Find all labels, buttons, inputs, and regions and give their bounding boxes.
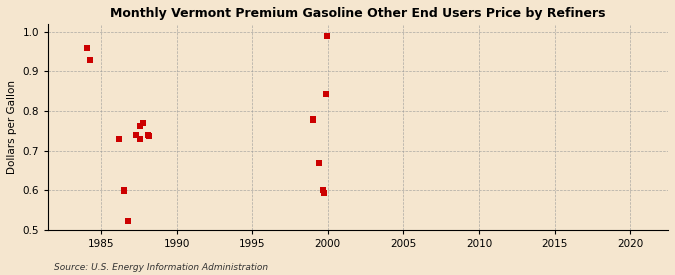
Point — [313, 161, 324, 166]
Point — [138, 121, 148, 125]
Point — [118, 188, 129, 192]
Y-axis label: Dollars per Gallon: Dollars per Gallon — [7, 80, 17, 174]
Point — [113, 136, 124, 141]
Point — [142, 133, 153, 137]
Point — [135, 124, 146, 128]
Text: Source: U.S. Energy Information Administration: Source: U.S. Energy Information Administ… — [54, 263, 268, 272]
Point — [130, 133, 141, 137]
Point — [119, 189, 130, 194]
Point — [308, 118, 319, 122]
Title: Monthly Vermont Premium Gasoline Other End Users Price by Refiners: Monthly Vermont Premium Gasoline Other E… — [110, 7, 605, 20]
Point — [143, 134, 154, 139]
Point — [85, 57, 96, 62]
Point — [318, 188, 329, 192]
Point — [123, 219, 134, 223]
Point — [82, 45, 92, 50]
Point — [322, 34, 333, 38]
Point — [319, 191, 329, 195]
Point — [134, 136, 145, 141]
Point — [307, 117, 318, 121]
Point — [320, 92, 331, 96]
